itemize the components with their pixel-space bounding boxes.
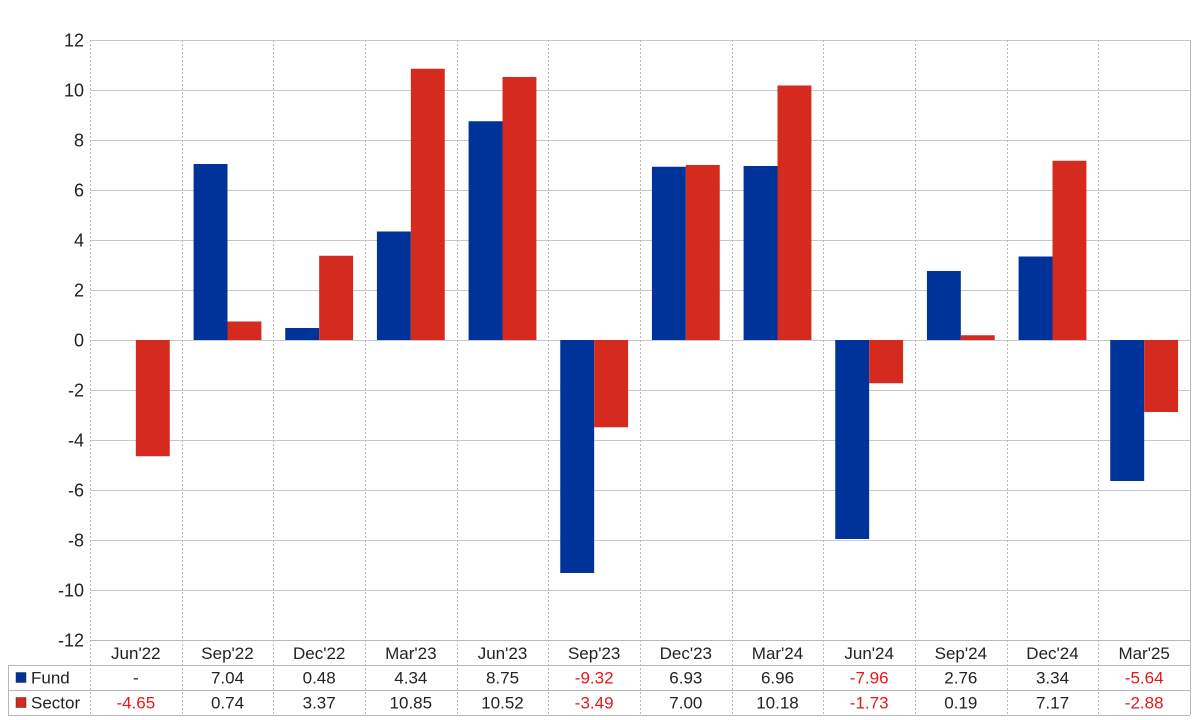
bar-sector-sep-24	[960, 335, 995, 340]
legend-swatch-fund	[15, 672, 27, 683]
bar-fund-sep-22	[193, 164, 228, 340]
table-cell-sector-mar-25: -2.88	[1125, 694, 1164, 713]
y-tick-label-8: -8	[68, 531, 84, 551]
table-cell-sector-sep-22: 0.74	[211, 694, 244, 713]
bar-fund-mar-23	[376, 231, 411, 340]
y-tick-label-6: 6	[74, 181, 84, 201]
bar-sector-mar-25	[1144, 340, 1179, 412]
table-cell-sector-sep-24: 0.19	[944, 694, 977, 713]
legend-label-fund: Fund	[31, 669, 70, 688]
table-cell-sector-jun-23: 10.52	[481, 694, 524, 713]
table-cell-fund-dec-22: 0.48	[303, 669, 336, 688]
y-tick-label-12: -12	[58, 631, 84, 651]
data-table: Jun'22 Sep'22 Dec'22 Mar'23 Jun'23 Sep'23 Dec'…	[8, 640, 1190, 716]
y-tick-label-2: -2	[68, 381, 84, 401]
bar-sector-jun-22	[135, 340, 170, 457]
y-tick-label-0: 0	[74, 331, 84, 351]
table-cell-sector-sep-23: -3.49	[575, 694, 614, 713]
table-cell-fund-sep-23: -9.32	[575, 669, 614, 688]
table-cell-fund-jun-24: -7.96	[850, 669, 889, 688]
table-cell-fund-jun-22: -	[133, 669, 139, 688]
bars	[135, 68, 1179, 573]
table-cell-fund-dec-23: 6.93	[669, 669, 702, 688]
bar-sector-dec-22	[319, 255, 354, 340]
bar-fund-sep-23	[560, 340, 595, 573]
bar-sector-dec-24	[1052, 160, 1087, 340]
category-label-jun-24: Jun'24	[844, 644, 894, 663]
table-cell-fund-jun-23: 8.75	[486, 669, 519, 688]
y-tick-label-4: -4	[68, 431, 84, 451]
bar-fund-jun-24	[835, 340, 870, 539]
bar-sector-jun-23	[502, 77, 537, 340]
y-tick-label-8: 8	[74, 131, 84, 151]
category-label-dec-23: Dec'23	[660, 644, 712, 663]
category-label-sep-24: Sep'24	[935, 644, 987, 663]
table-cell-fund-sep-22: 7.04	[211, 669, 244, 688]
bar-sector-dec-23	[685, 165, 720, 340]
category-label-sep-23: Sep'23	[568, 644, 620, 663]
table-cell-sector-dec-24: 7.17	[1036, 694, 1069, 713]
table-cell-fund-mar-23: 4.34	[394, 669, 427, 688]
bar-fund-dec-22	[285, 328, 320, 340]
legend-swatch-sector	[15, 697, 27, 708]
table-cell-sector-jun-22: -4.65	[116, 694, 155, 713]
y-tick-label-10: 10	[64, 81, 84, 101]
bar-fund-mar-25	[1110, 340, 1145, 481]
bar-sector-jun-24	[869, 340, 904, 384]
grid	[90, 40, 1191, 715]
bar-fund-dec-23	[651, 166, 686, 340]
bar-sector-mar-24	[777, 85, 812, 340]
table-cell-sector-mar-23: 10.85	[390, 694, 433, 713]
table-cell-sector-dec-22: 3.37	[303, 694, 336, 713]
table-cell-fund-dec-24: 3.34	[1036, 669, 1069, 688]
bar-fund-jun-23	[468, 121, 503, 340]
table-cell-fund-mar-25: -5.64	[1125, 669, 1164, 688]
table-cell-sector-jun-24: -1.73	[850, 694, 889, 713]
legend-label-sector: Sector	[31, 694, 80, 713]
bar-sector-sep-22	[227, 321, 262, 340]
category-label-dec-24: Dec'24	[1026, 644, 1078, 663]
y-tick-label-2: 2	[74, 281, 84, 301]
y-tick-label-6: -6	[68, 481, 84, 501]
bar-fund-mar-24	[743, 166, 778, 340]
bar-fund-dec-24	[1018, 256, 1053, 340]
category-label-mar-25: Mar'25	[1118, 644, 1169, 663]
bar-fund-sep-24	[926, 271, 961, 340]
table-cell-sector-mar-24: 10.18	[756, 694, 799, 713]
category-label-sep-22: Sep'22	[201, 644, 253, 663]
bar-sector-sep-23	[594, 340, 629, 428]
bar-sector-mar-23	[410, 68, 445, 340]
y-tick-label-4: 4	[74, 231, 84, 251]
category-label-jun-23: Jun'23	[478, 644, 528, 663]
category-label-jun-22: Jun'22	[111, 644, 161, 663]
table-cell-sector-dec-23: 7.00	[669, 694, 702, 713]
category-label-mar-24: Mar'24	[752, 644, 803, 663]
category-label-mar-23: Mar'23	[385, 644, 436, 663]
table-cell-fund-mar-24: 6.96	[761, 669, 794, 688]
table-cell-fund-sep-24: 2.76	[944, 669, 977, 688]
y-tick-label-12: 12	[64, 31, 84, 51]
y-axis: -12 -10 -8 -6 -4 -2 0 2 4 6 8 10 12	[58, 31, 84, 651]
category-label-dec-22: Dec'22	[293, 644, 345, 663]
y-tick-label-10: -10	[58, 581, 84, 601]
